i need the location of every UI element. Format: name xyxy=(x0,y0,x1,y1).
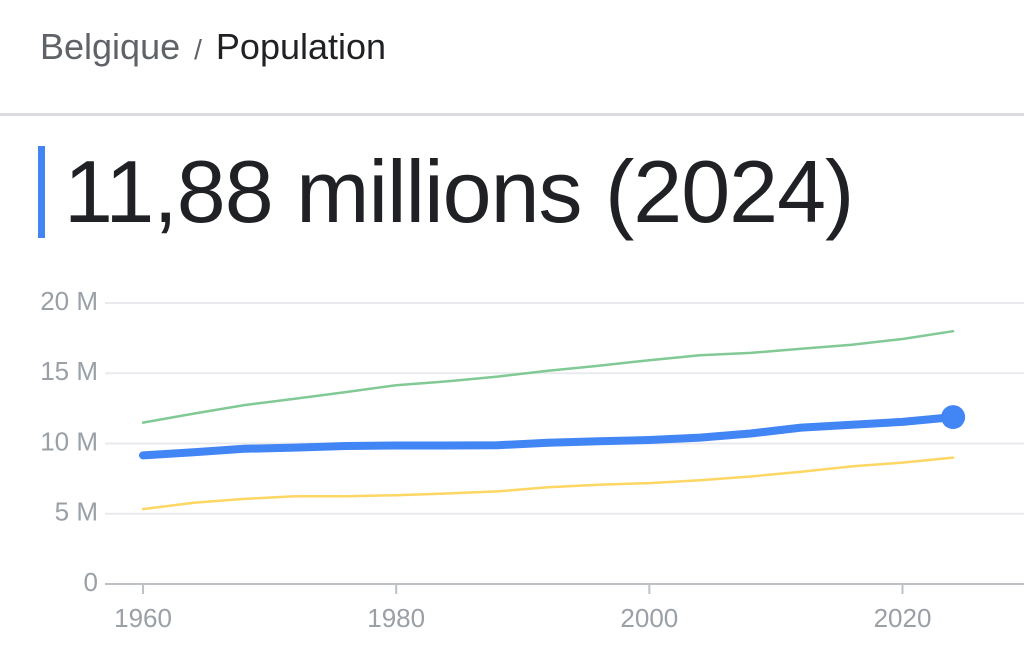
x-tick-label: 2000 xyxy=(620,603,678,633)
y-tick-label: 0 xyxy=(84,567,98,597)
series-line xyxy=(141,329,955,424)
breadcrumb: Belgique / Population xyxy=(40,24,386,73)
x-tick-label: 1980 xyxy=(367,603,425,633)
y-tick-label: 20 M xyxy=(40,286,98,316)
series-line xyxy=(141,456,955,511)
end-point xyxy=(941,405,966,430)
y-tick-label: 10 M xyxy=(40,426,98,456)
divider xyxy=(0,113,1024,116)
breadcrumb-item[interactable]: Belgique xyxy=(40,26,181,67)
y-tick-label: 15 M xyxy=(40,356,98,386)
y-tick-label: 5 M xyxy=(55,497,98,527)
breadcrumb-item: Population xyxy=(215,26,387,67)
breadcrumb-separator: / xyxy=(194,34,202,65)
series-line xyxy=(139,413,958,460)
x-tick-label: 1960 xyxy=(114,603,172,633)
headline-value: 11,88 millions (2024) xyxy=(64,142,854,241)
accent-bar xyxy=(38,146,45,238)
x-tick-label: 2020 xyxy=(874,603,932,633)
